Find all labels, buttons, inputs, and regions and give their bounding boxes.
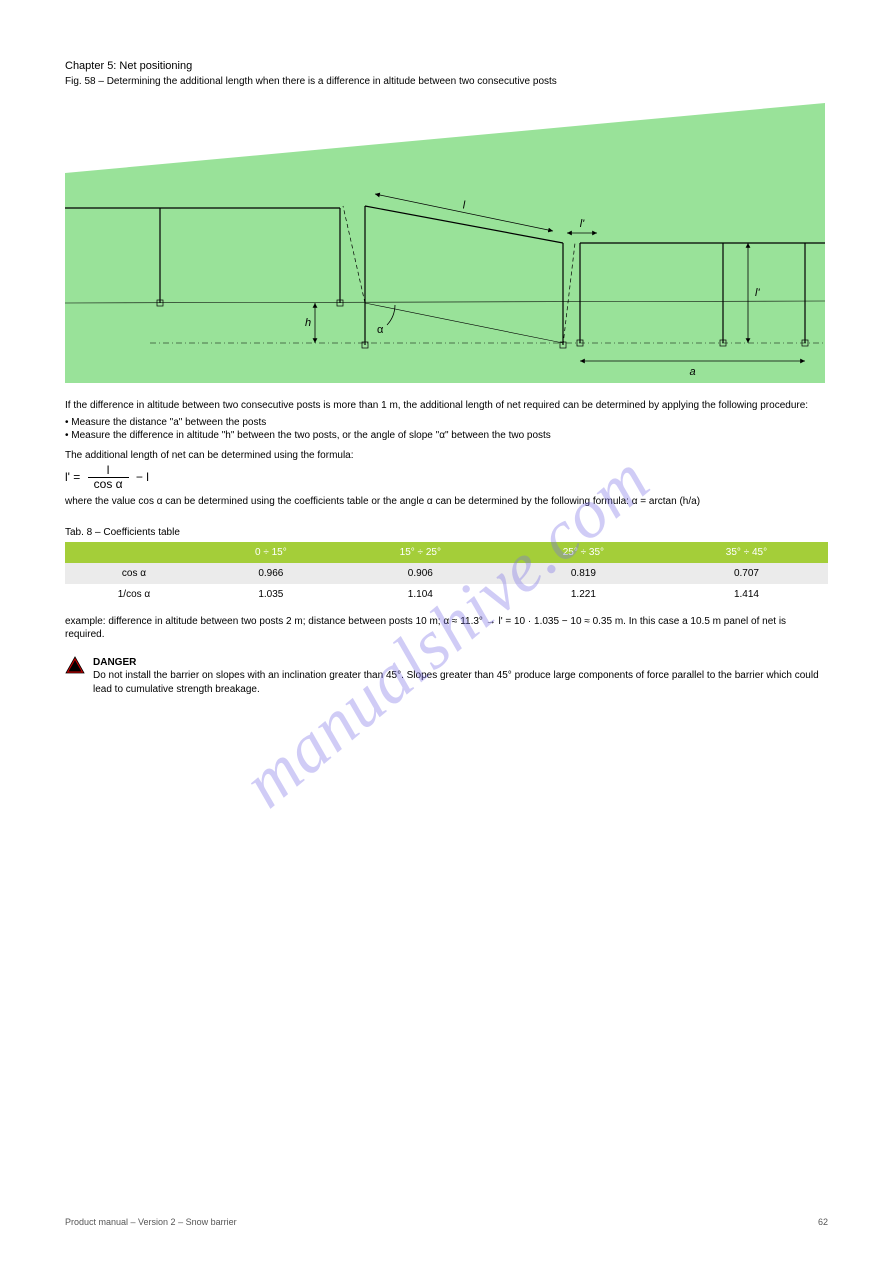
col-4: 35° ÷ 45° xyxy=(665,542,828,563)
warning-label: DANGER xyxy=(93,657,136,668)
svg-text:a: a xyxy=(689,366,695,378)
coefficients-table: 0 ÷ 15° 15° ÷ 25° 25° ÷ 35° 35° ÷ 45° co… xyxy=(65,542,828,605)
svg-text:α: α xyxy=(377,324,384,336)
explanation-block: If the difference in altitude between tw… xyxy=(65,399,828,509)
row1-col1: 1.035 xyxy=(203,584,339,605)
example-text: example: difference in altitude between … xyxy=(65,615,828,642)
row0-col4: 0.707 xyxy=(665,563,828,584)
warning-text: DANGER Do not install the barrier on slo… xyxy=(93,656,828,697)
table-header-row: 0 ÷ 15° 15° ÷ 25° 25° ÷ 35° 35° ÷ 45° xyxy=(65,542,828,563)
figure-title: Fig. 58 – Determining the additional len… xyxy=(65,76,828,87)
col-0 xyxy=(65,542,203,563)
warning-block: DANGER Do not install the barrier on slo… xyxy=(65,656,828,697)
explanation-line-1: If the difference in altitude between tw… xyxy=(65,399,828,413)
formula-expr: l' = l cos α − l xyxy=(65,464,149,491)
formula-block: The additional length of net can be dete… xyxy=(65,449,828,492)
col-1: 0 ÷ 15° xyxy=(203,542,339,563)
row0-col3: 0.819 xyxy=(502,563,665,584)
row0-col1: 0.966 xyxy=(203,563,339,584)
table-title: Tab. 8 – Coefficients table xyxy=(65,527,828,538)
row1-col4: 1.414 xyxy=(665,584,828,605)
formula-intro: The additional length of net can be dete… xyxy=(65,449,828,463)
diagram-svg: ll'hl'aα xyxy=(65,93,825,383)
table-row: 1/cos α 1.035 1.104 1.221 1.414 xyxy=(65,584,828,605)
footer-right: 62 xyxy=(818,1217,828,1227)
row1-col0: 1/cos α xyxy=(65,584,203,605)
footer-left: Product manual – Version 2 – Snow barrie… xyxy=(65,1217,237,1227)
page-title: Chapter 5: Net positioning xyxy=(65,60,828,72)
diagram: ll'hl'aα xyxy=(65,93,825,383)
page-footer: Product manual – Version 2 – Snow barrie… xyxy=(65,1217,828,1227)
warning-icon xyxy=(65,656,85,697)
row1-col2: 1.104 xyxy=(339,584,502,605)
formula-where: where the value cos α can be determined … xyxy=(65,495,828,509)
col-2: 15° ÷ 25° xyxy=(339,542,502,563)
row0-col2: 0.906 xyxy=(339,563,502,584)
svg-text:h: h xyxy=(305,317,311,329)
table-row: cos α 0.966 0.906 0.819 0.707 xyxy=(65,563,828,584)
row0-col0: cos α xyxy=(65,563,203,584)
bullet-1: • Measure the distance "a" between the p… xyxy=(65,416,828,430)
bullet-2: • Measure the difference in altitude "h"… xyxy=(65,429,828,443)
col-3: 25° ÷ 35° xyxy=(502,542,665,563)
row1-col3: 1.221 xyxy=(502,584,665,605)
warning-body: Do not install the barrier on slopes wit… xyxy=(93,670,819,695)
